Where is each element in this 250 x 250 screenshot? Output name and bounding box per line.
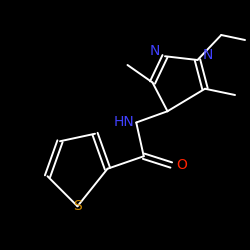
Text: O: O xyxy=(176,158,187,172)
Text: N: N xyxy=(202,48,213,62)
Text: HN: HN xyxy=(114,116,134,130)
Text: S: S xyxy=(73,199,82,213)
Text: N: N xyxy=(150,44,160,58)
